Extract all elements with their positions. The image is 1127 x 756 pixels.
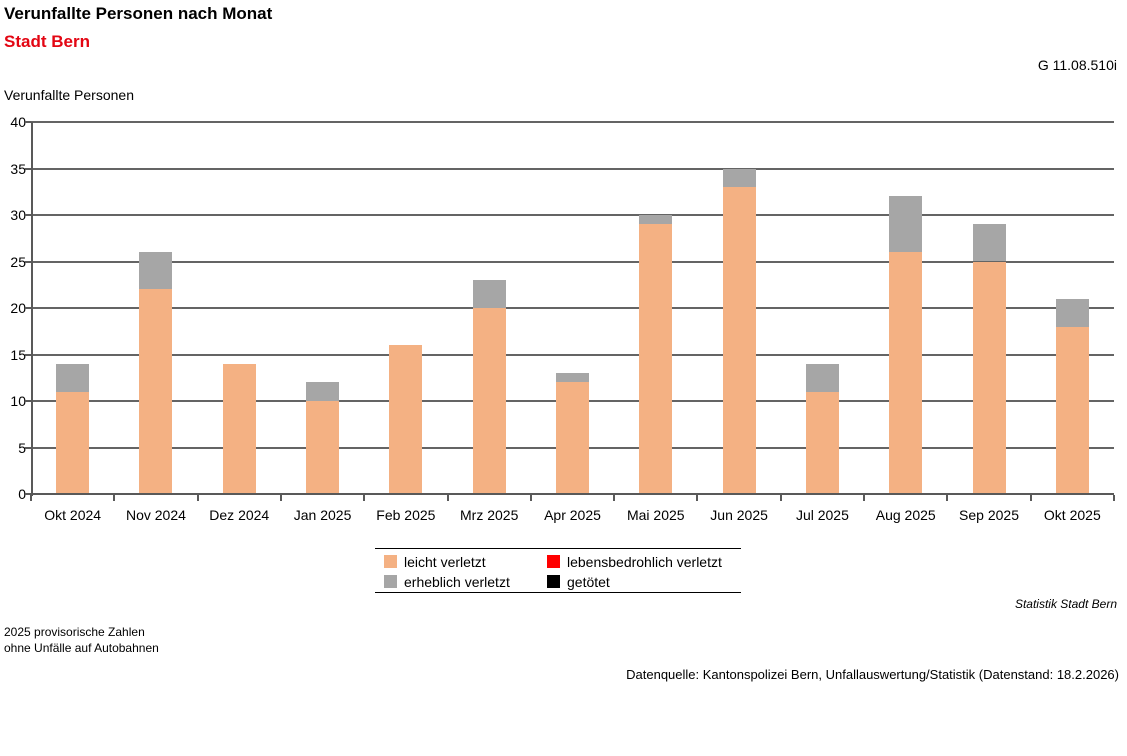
x-tick-label: Okt 2025 <box>1043 507 1101 523</box>
y-tick-30 <box>25 214 31 216</box>
y-tick-label: 25 <box>10 253 26 270</box>
x-tick <box>1029 495 1032 501</box>
x-tick <box>696 495 699 501</box>
x-tick-label: Okt 2024 <box>44 507 102 523</box>
x-tick-label: Jun 2025 <box>710 507 768 523</box>
x-tick <box>946 495 949 501</box>
y-tick-label: 0 <box>18 486 26 502</box>
y-tick-15 <box>25 353 31 356</box>
y-tick-label: 15 <box>10 346 26 363</box>
legend-label: leicht verletzt <box>404 553 486 570</box>
chart-code: G 11.08.510i <box>1037 57 1117 73</box>
footnote-autobahn: ohne Unfälle auf Autobahnen <box>4 641 159 655</box>
chart-subtitle: Stadt Bern <box>4 32 90 51</box>
y-tick-label: 20 <box>10 300 26 316</box>
x-tick <box>779 495 782 501</box>
legend-item: erheblich verletzt <box>375 572 538 591</box>
chart-legend: leicht verletzt lebensbedrohlich verletzt… <box>375 548 741 593</box>
x-tick <box>363 495 366 501</box>
bar-segment-erheblich-verletzt <box>805 363 839 392</box>
legend-item: getötet <box>538 572 741 591</box>
legend-swatch-icon <box>384 575 397 588</box>
bar-segment-leicht-verletzt <box>639 224 673 494</box>
x-tick <box>1113 495 1115 501</box>
y-tick-label: 30 <box>10 207 26 223</box>
bar-chart-plot-area: 0 5 10 15 20 25 30 35 40 Okt 2024 Nov 2024 Dez 2024… <box>10 114 1115 523</box>
bar-segment-leicht-verletzt <box>389 345 423 494</box>
x-tick <box>863 495 866 501</box>
y-tick-40 <box>25 121 31 123</box>
y-tick-label: 40 <box>10 114 26 130</box>
y-tick-5 <box>25 446 31 449</box>
bar-segment-erheblich-verletzt <box>639 215 673 225</box>
bar-segment-leicht-verletzt <box>139 289 173 494</box>
legend-label: lebensbedrohlich verletzt <box>567 553 722 570</box>
bar-segment-leicht-verletzt <box>972 261 1006 494</box>
legend-swatch-icon <box>547 555 560 568</box>
y-tick-label: 35 <box>10 160 26 177</box>
y-tick-35 <box>25 167 31 170</box>
gridline-25 <box>31 260 1114 263</box>
bar-segment-leicht-verletzt <box>472 308 506 494</box>
bar-segment-leicht-verletzt <box>56 391 90 494</box>
x-tick-label: Nov 2024 <box>125 507 186 523</box>
x-tick-label: Jan 2025 <box>293 507 352 523</box>
x-tick-label: Feb 2025 <box>376 507 436 523</box>
legend-item: leicht verletzt <box>375 552 538 571</box>
x-tick <box>113 495 116 501</box>
bar-segment-erheblich-verletzt <box>889 196 923 253</box>
y-axis-line <box>31 122 33 496</box>
x-tick <box>446 495 449 501</box>
bar-segment-erheblich-verletzt <box>56 363 90 392</box>
gridline-15 <box>31 353 1114 356</box>
bar-segment-leicht-verletzt <box>1055 326 1089 494</box>
legend-swatch-icon <box>547 575 560 588</box>
legend-item: lebensbedrohlich verletzt <box>538 552 741 571</box>
bar-segment-erheblich-verletzt <box>1055 298 1089 327</box>
bar-segment-leicht-verletzt <box>722 187 756 494</box>
x-axis-line <box>25 493 1114 495</box>
x-tick-label: Sep 2025 <box>959 507 1019 523</box>
y-tick-10 <box>25 400 31 402</box>
bar-segment-leicht-verletzt <box>222 363 256 494</box>
bar-segment-leicht-verletzt <box>556 382 589 494</box>
y-axis-title: Verunfallte Personen <box>4 87 134 103</box>
bar-segment-erheblich-verletzt <box>306 382 340 401</box>
x-tick-label: Dez 2024 <box>209 507 270 523</box>
gridline-30 <box>31 214 1114 216</box>
x-tick <box>613 495 616 501</box>
bar-segment-leicht-verletzt <box>306 401 340 494</box>
bar-segment-leicht-verletzt <box>805 391 839 494</box>
x-tick-label: Aug 2025 <box>875 507 936 523</box>
gridline-35 <box>31 167 1114 170</box>
gridline-20 <box>31 307 1114 309</box>
y-tick-25 <box>25 260 31 263</box>
y-tick-label: 10 <box>10 393 26 409</box>
bar-segment-erheblich-verletzt <box>472 280 506 308</box>
y-tick-label: 5 <box>18 439 26 456</box>
x-tick <box>279 495 282 501</box>
gridline-40 <box>31 121 1114 123</box>
statistik-credit: Statistik Stadt Bern <box>1014 597 1117 611</box>
y-tick-20 <box>25 307 31 309</box>
chart-title: Verunfallte Personen nach Monat <box>4 4 273 23</box>
footnote-provisional: 2025 provisorische Zahlen <box>4 625 145 639</box>
x-tick <box>196 495 199 501</box>
bar-segment-erheblich-verletzt <box>972 224 1006 262</box>
x-tick-label: Mai 2025 <box>626 507 685 523</box>
x-tick <box>30 495 32 501</box>
x-tick-label: Apr 2025 <box>544 507 601 523</box>
legend-swatch-icon <box>384 555 397 568</box>
bar-segment-erheblich-verletzt <box>556 373 589 383</box>
legend-label: getötet <box>567 573 610 590</box>
legend-label: erheblich verletzt <box>404 573 510 590</box>
bar-segment-erheblich-verletzt <box>722 168 756 188</box>
x-tick <box>529 495 532 501</box>
bar-segment-leicht-verletzt <box>889 252 923 494</box>
bar-segment-erheblich-verletzt <box>139 252 173 290</box>
data-source: Datenquelle: Kantonspolizei Bern, Unfall… <box>626 667 1119 682</box>
x-tick-label: Mrz 2025 <box>460 507 519 523</box>
x-tick-label: Jul 2025 <box>795 507 849 523</box>
